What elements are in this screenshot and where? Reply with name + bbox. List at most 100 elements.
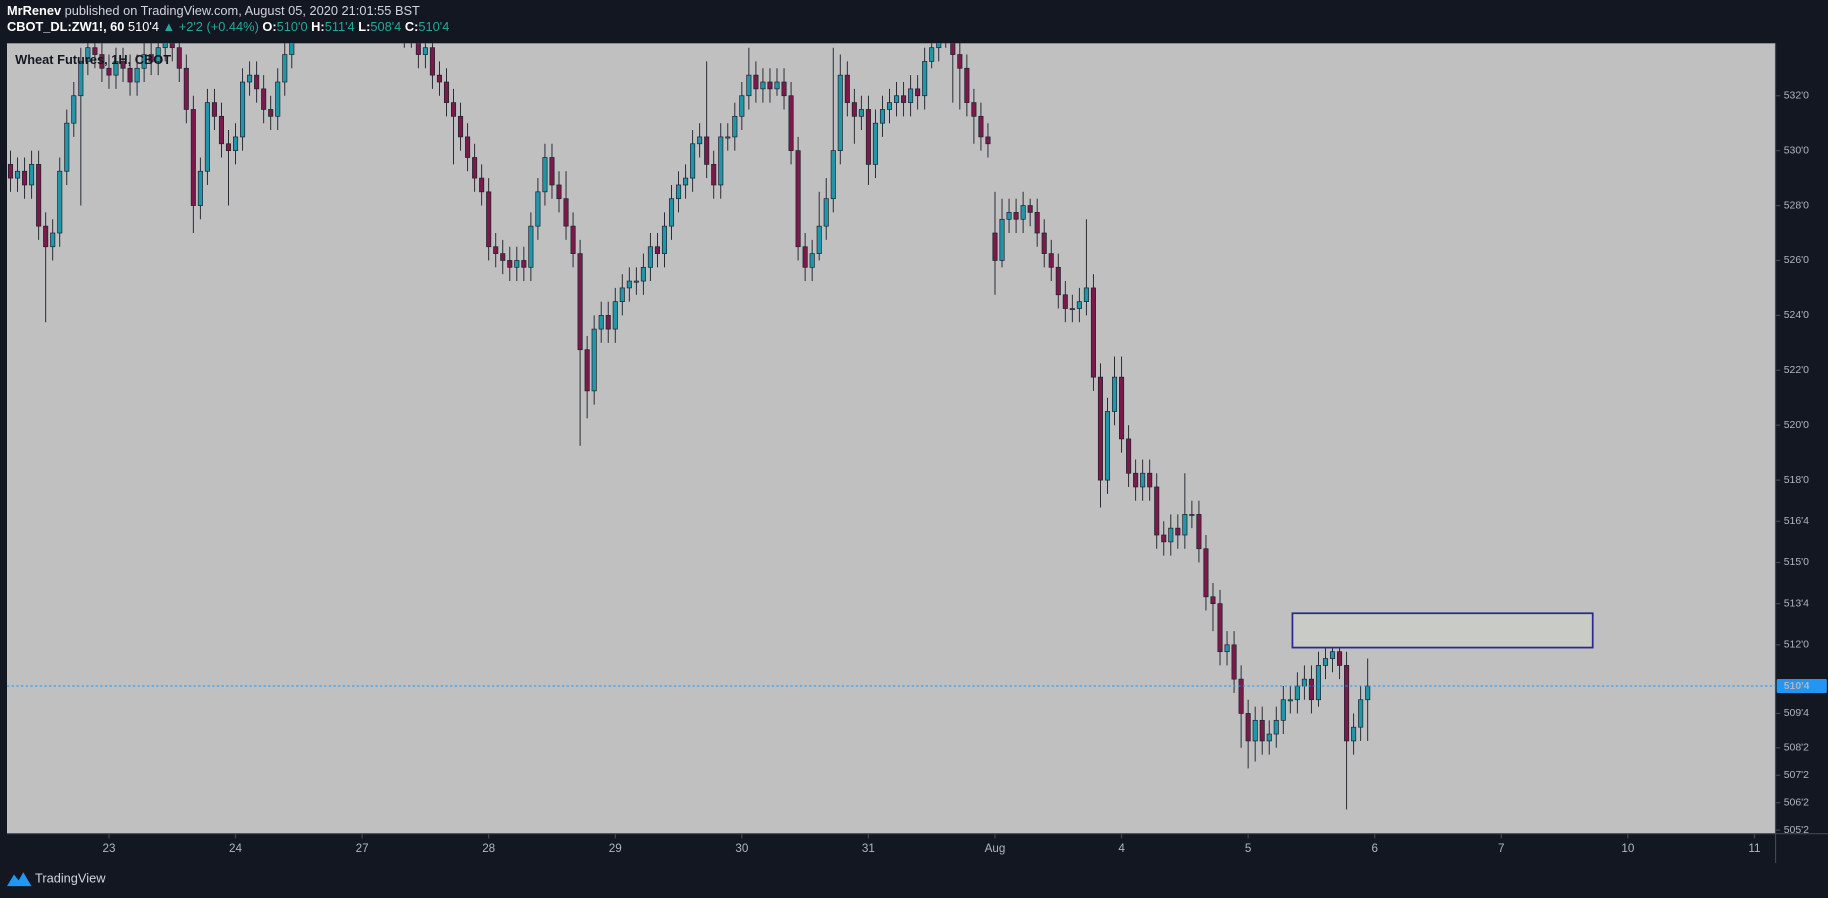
candle-body bbox=[978, 115, 984, 138]
candle-body bbox=[661, 225, 668, 254]
candle-body bbox=[225, 143, 232, 151]
candle-body bbox=[486, 191, 492, 248]
candle-body bbox=[1329, 651, 1336, 659]
candle-body bbox=[1055, 266, 1061, 296]
candle-body bbox=[1238, 678, 1244, 714]
y-tick-label: 513'4 bbox=[1784, 598, 1809, 609]
candle-body bbox=[767, 81, 773, 90]
candle-body bbox=[619, 287, 625, 302]
x-tick-label: 6 bbox=[1371, 842, 1377, 855]
chart-title: Wheat Futures, 1H, CBOT bbox=[15, 52, 171, 67]
candle-body bbox=[683, 177, 689, 186]
candle-body bbox=[1231, 644, 1237, 680]
candle-body bbox=[1126, 438, 1132, 474]
candle-body bbox=[1189, 514, 1195, 516]
y-tick-label: 520'0 bbox=[1784, 420, 1809, 431]
candle-body bbox=[626, 280, 632, 289]
y-tick-label: 506'2 bbox=[1784, 797, 1809, 808]
candle-body bbox=[1259, 719, 1265, 742]
x-tick-label: 31 bbox=[862, 842, 875, 855]
y-tick-label: 512'0 bbox=[1784, 640, 1809, 651]
candle-body bbox=[760, 81, 766, 90]
candle-body bbox=[85, 47, 91, 62]
candle-body bbox=[134, 67, 140, 83]
y-tick-label: 528'0 bbox=[1784, 200, 1809, 211]
candle-body bbox=[1322, 658, 1329, 666]
candle-body bbox=[1217, 603, 1223, 653]
candle-body bbox=[676, 184, 682, 200]
candle-body bbox=[1337, 651, 1343, 666]
candle-body bbox=[268, 109, 274, 117]
candle-body bbox=[1182, 514, 1188, 536]
candle-body bbox=[964, 67, 970, 103]
brand-name[interactable]: TradingView bbox=[35, 871, 106, 886]
candle-body bbox=[92, 47, 98, 55]
candle-body bbox=[1112, 376, 1118, 412]
candle-body bbox=[1210, 596, 1216, 604]
candle-body bbox=[57, 170, 63, 234]
y-tick-label: 530'0 bbox=[1784, 145, 1809, 156]
y-tick-label: 515'0 bbox=[1784, 557, 1809, 568]
candle-body bbox=[584, 349, 590, 392]
candle-body bbox=[436, 74, 442, 83]
candle-body bbox=[1020, 205, 1026, 220]
candle-body bbox=[211, 102, 217, 117]
candle-body bbox=[162, 43, 168, 49]
candle-body bbox=[1034, 212, 1040, 234]
candle-body bbox=[1266, 733, 1272, 742]
candle-body bbox=[1315, 665, 1321, 701]
ohlc-value: 510'0 bbox=[277, 20, 308, 35]
candle-body bbox=[1175, 527, 1181, 536]
candle-body bbox=[894, 95, 900, 103]
candle-body bbox=[577, 253, 583, 351]
candle-body bbox=[739, 95, 745, 117]
candle-body bbox=[169, 43, 175, 49]
last-price: 510'4 bbox=[128, 20, 159, 35]
candles bbox=[6, 43, 1776, 810]
author: MrRenev bbox=[7, 3, 62, 18]
candle-body bbox=[120, 61, 126, 69]
candle-body bbox=[718, 136, 724, 186]
candle-body bbox=[915, 88, 921, 97]
candle-body bbox=[999, 218, 1005, 261]
y-tick-label: 526'0 bbox=[1784, 255, 1809, 266]
y-tick-label: 532'0 bbox=[1784, 91, 1809, 102]
candle-body bbox=[190, 109, 196, 206]
candle-body bbox=[950, 43, 956, 55]
candle-body bbox=[901, 95, 907, 103]
candle-body bbox=[908, 88, 914, 103]
ohlc-value: 510'4 bbox=[418, 20, 449, 35]
candle-body bbox=[605, 315, 611, 330]
candle-body bbox=[1224, 644, 1230, 653]
candle-body bbox=[1119, 376, 1125, 440]
candle-body bbox=[535, 191, 541, 227]
candle-body bbox=[1344, 665, 1350, 742]
candle-body bbox=[22, 170, 28, 186]
y-tick-label: 508'2 bbox=[1784, 743, 1809, 754]
candle-body bbox=[289, 43, 295, 55]
candle-body bbox=[1301, 678, 1307, 687]
candle-body bbox=[591, 328, 597, 392]
last-price-label: 510'4 bbox=[1784, 681, 1810, 692]
candle-body bbox=[106, 67, 112, 76]
candle-body bbox=[275, 81, 281, 117]
candle-body bbox=[1273, 719, 1279, 735]
publish-line: MrRenev published on TradingView.com, Au… bbox=[7, 3, 420, 18]
candle-body bbox=[612, 301, 618, 330]
candle-body bbox=[240, 81, 246, 138]
published: published on TradingView.com, August 05,… bbox=[65, 3, 420, 18]
candle-body bbox=[507, 260, 513, 268]
x-tick-label: 24 bbox=[229, 842, 242, 855]
candle-body bbox=[422, 47, 428, 55]
candle-body bbox=[690, 143, 696, 179]
candle-body bbox=[148, 54, 154, 62]
candle-body bbox=[458, 115, 464, 138]
candle-body bbox=[886, 102, 893, 110]
candle-body bbox=[415, 43, 421, 55]
candle-body bbox=[697, 136, 703, 145]
candle-body bbox=[879, 109, 886, 124]
x-tick-label: 23 bbox=[102, 842, 115, 855]
candle-body bbox=[865, 109, 871, 165]
candle-body bbox=[753, 74, 759, 90]
